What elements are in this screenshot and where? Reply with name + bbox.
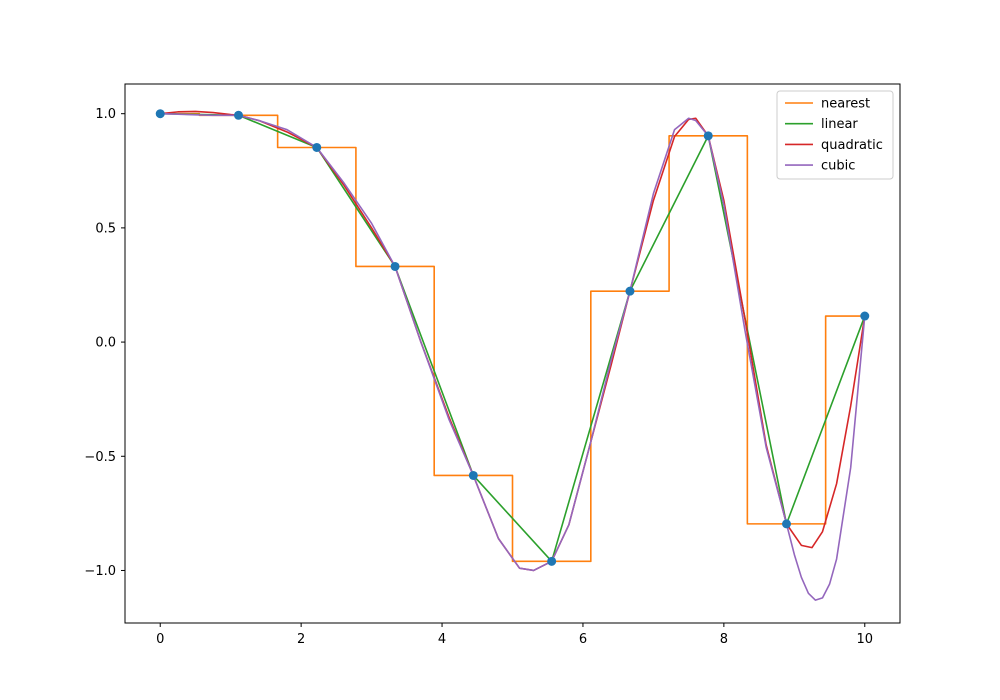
legend-label-nearest: nearest bbox=[821, 97, 870, 112]
data-point bbox=[312, 142, 322, 152]
data-point bbox=[234, 110, 243, 120]
plot-area bbox=[124, 83, 901, 624]
data-points-layer bbox=[155, 109, 870, 566]
x-tick-label: 0 bbox=[156, 632, 164, 647]
data-point bbox=[625, 286, 635, 296]
y-tick-label: 0.5 bbox=[95, 221, 116, 236]
y-tick-label: −1.0 bbox=[84, 564, 116, 579]
legend: nearest linear quadratic cubic bbox=[776, 90, 894, 180]
y-tick-label: −0.5 bbox=[84, 450, 116, 465]
legend-label-linear: linear bbox=[821, 117, 858, 132]
x-tick-label: 10 bbox=[856, 632, 873, 647]
series-layer bbox=[160, 110, 866, 601]
legend-label-cubic: cubic bbox=[821, 159, 855, 174]
series-line-cubic bbox=[160, 112, 866, 601]
legend-label-quadratic: quadratic bbox=[821, 138, 883, 153]
y-tick-label: 0.0 bbox=[95, 336, 116, 351]
data-point bbox=[703, 131, 713, 141]
series-line-nearest bbox=[160, 112, 865, 563]
data-point bbox=[468, 470, 478, 480]
axis-layer: 0 2 4 6 8 10 −1.0 −0.5 0.0 0.5 1.0 bbox=[84, 107, 873, 647]
y-tick-label: 1.0 bbox=[95, 107, 116, 122]
data-point bbox=[390, 261, 400, 271]
data-point bbox=[547, 556, 557, 566]
x-tick-label: 4 bbox=[438, 632, 446, 647]
data-point bbox=[155, 109, 165, 119]
x-tick-label: 8 bbox=[720, 632, 728, 647]
legend-box bbox=[776, 90, 894, 180]
x-tick-label: 6 bbox=[579, 632, 587, 647]
data-point bbox=[782, 519, 791, 529]
data-point bbox=[860, 311, 870, 321]
x-tick-label: 2 bbox=[297, 632, 305, 647]
